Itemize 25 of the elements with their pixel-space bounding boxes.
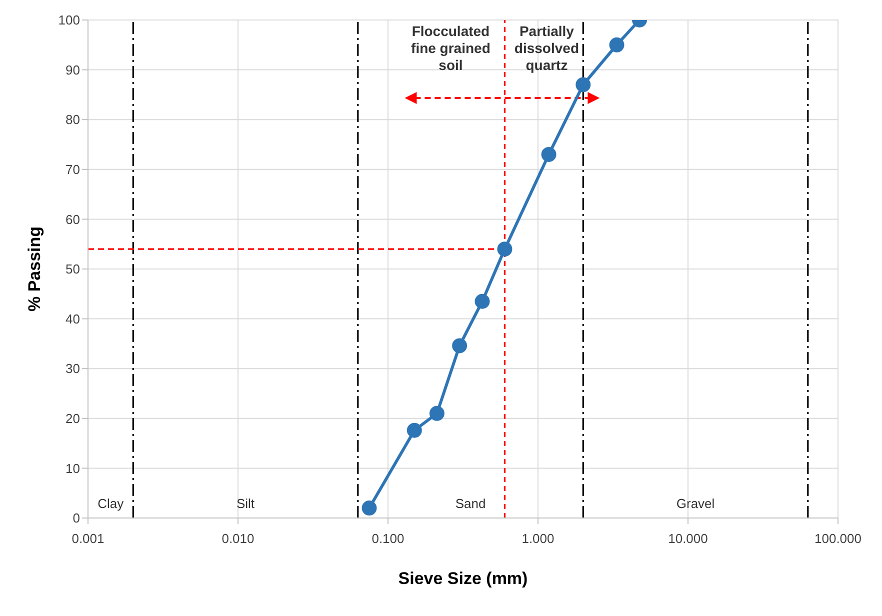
annotation: Flocculated fine grained soil [411,23,490,73]
x-tick-label: 0.100 [372,531,404,546]
annotation: Clay [98,496,124,511]
y-axis-title: % Passing [25,226,44,312]
x-tick-label: 10.000 [668,531,708,546]
x-tick-label: 0.010 [222,531,254,546]
y-tick-label: 40 [66,311,80,326]
annotation: Partially dissolved quartz [514,23,580,73]
annotation: Silt [236,496,255,511]
y-tick-label: 60 [66,212,80,227]
y-tick-label: 0 [72,510,80,526]
x-tick-label: 0.001 [72,531,104,546]
x-axis-title: Sieve Size (mm) [398,569,528,588]
x-tick-label: 1.000 [522,531,554,546]
y-tick-label: 10 [66,460,80,476]
annotation: Sand [455,496,486,511]
y-tick-label: 50 [66,262,80,277]
annotation: Gravel [676,496,715,511]
y-tick-label: 30 [66,361,80,376]
y-tick-label: 90 [66,62,80,78]
y-tick-label: 80 [66,112,80,128]
y-tick-label: 20 [66,411,80,426]
x-tick-label: 100.000 [814,531,862,546]
y-tick-label: 70 [66,162,80,178]
y-tick-label: 100 [58,12,80,28]
